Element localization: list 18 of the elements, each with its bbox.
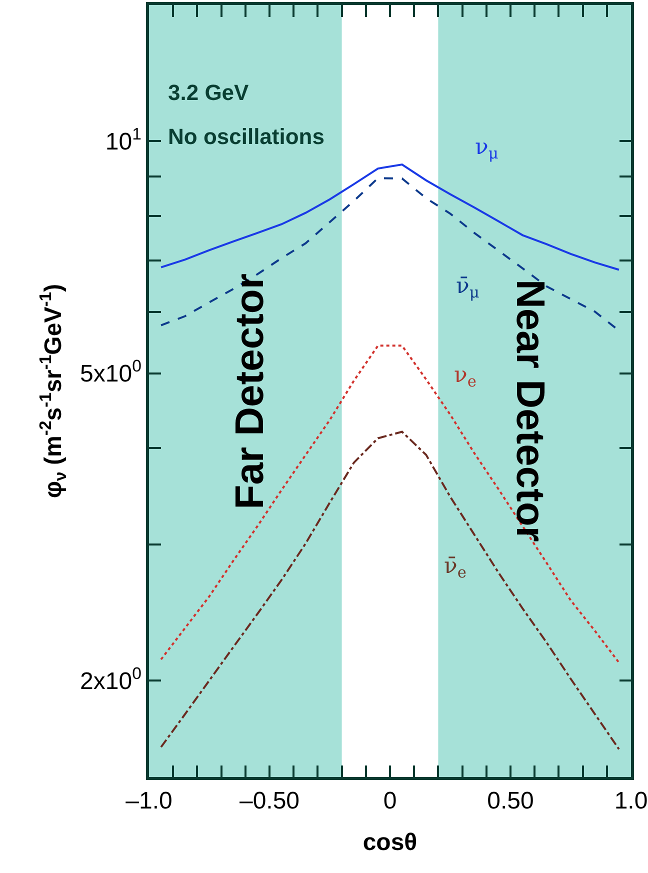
y-tick-label: 5x10$^{0}$ bbox=[80, 356, 142, 388]
x-tick-label: 0 bbox=[383, 788, 397, 815]
x-tick-label: 0.50 bbox=[487, 788, 534, 815]
series-label: ν̄$_{e}$ bbox=[444, 554, 466, 582]
band-label: Near Detector bbox=[508, 280, 552, 542]
x-axis-title: cosθ bbox=[362, 828, 418, 856]
y-tick-label: 10$^{1}$ bbox=[105, 124, 142, 156]
x-tick-label: –0.50 bbox=[239, 788, 300, 815]
series-label: ν$_{e}$ bbox=[454, 363, 476, 391]
line-series bbox=[160, 164, 620, 271]
band-label: Far Detector bbox=[228, 274, 272, 510]
annotation: No oscillations bbox=[168, 124, 324, 149]
series-label: ν̄$_{μ}$ bbox=[456, 274, 480, 302]
annotation: 3.2 GeV bbox=[168, 80, 250, 105]
x-tick-label: –1.0 bbox=[126, 788, 172, 815]
y-tick-label: 2x10$^{0}$ bbox=[80, 664, 142, 695]
x-tick-label: 1.0 bbox=[614, 788, 648, 815]
series-label: ν$_{μ}$ bbox=[475, 135, 498, 163]
